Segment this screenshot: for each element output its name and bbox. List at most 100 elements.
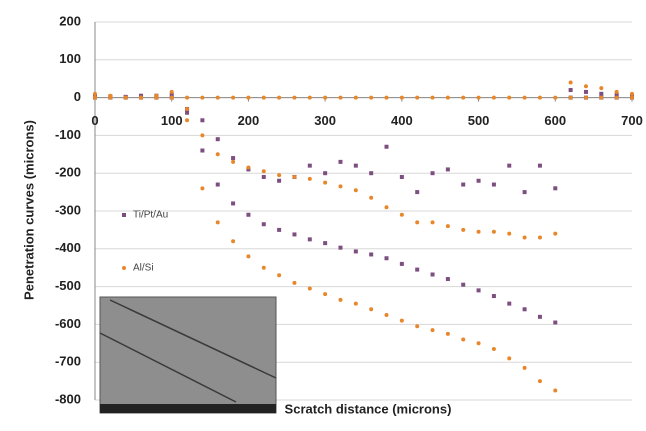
point [169, 95, 174, 100]
point [461, 182, 466, 187]
point [430, 272, 435, 277]
legend-label: Al/Si [133, 263, 154, 274]
point [445, 95, 450, 100]
point [215, 220, 220, 225]
point [277, 178, 282, 183]
point [614, 95, 619, 100]
point [522, 365, 527, 370]
point [507, 301, 512, 306]
point [476, 229, 481, 234]
point [246, 95, 251, 100]
point [261, 169, 266, 174]
point [445, 277, 450, 282]
point [583, 89, 588, 94]
point [568, 80, 573, 85]
point [445, 167, 450, 172]
y-axis-label: Penetration curves (microns) [21, 120, 36, 300]
point [323, 292, 328, 297]
point [630, 91, 634, 96]
y-tick-label: -800 [55, 391, 81, 406]
point [200, 148, 205, 153]
point [200, 133, 205, 138]
point [399, 212, 404, 217]
x-tick-label: 600 [544, 113, 566, 128]
point [261, 222, 266, 227]
y-tick-label: -600 [55, 316, 81, 331]
point [185, 95, 190, 100]
point [292, 280, 297, 285]
point [307, 286, 312, 291]
point [307, 176, 312, 181]
y-tick-label: 0 [74, 89, 81, 104]
point [384, 256, 389, 261]
point [338, 184, 343, 189]
point [384, 95, 389, 100]
point [430, 95, 435, 100]
point [246, 254, 251, 259]
y-tick-label: 100 [59, 51, 81, 66]
point [553, 231, 558, 236]
point [522, 190, 527, 195]
point [430, 220, 435, 225]
point [231, 95, 236, 100]
point [507, 163, 512, 168]
point [169, 92, 174, 97]
x-tick-label: 700 [621, 113, 643, 128]
point [200, 95, 205, 100]
point [338, 159, 343, 164]
y-tick-label: 200 [59, 13, 81, 28]
point [430, 328, 435, 333]
point [369, 95, 374, 100]
point [169, 89, 174, 94]
point [323, 171, 328, 176]
point [445, 224, 450, 229]
point [476, 95, 481, 100]
point [93, 95, 97, 100]
inset-frame [99, 296, 277, 414]
point [415, 220, 420, 225]
point [292, 232, 297, 237]
point [384, 144, 389, 149]
point [338, 245, 343, 250]
point [246, 212, 251, 217]
x-tick-label: 300 [314, 113, 336, 128]
point [154, 95, 159, 100]
point [369, 307, 374, 312]
point [537, 379, 542, 384]
point [185, 118, 190, 123]
point [93, 91, 97, 96]
point [415, 190, 420, 195]
point [292, 174, 297, 179]
point [415, 267, 420, 272]
inset-footer [100, 404, 276, 413]
point [200, 118, 205, 123]
point [476, 341, 481, 346]
point [384, 312, 389, 317]
point [491, 294, 496, 299]
point [185, 106, 190, 111]
point [522, 235, 527, 240]
point [353, 163, 358, 168]
x-tick-label: 400 [391, 113, 413, 128]
inset-scratch [99, 332, 237, 403]
point [399, 95, 404, 100]
y-tick-label: -200 [55, 165, 81, 180]
point [123, 95, 128, 100]
point [139, 95, 144, 100]
x-tick-label: 500 [468, 113, 490, 128]
legend-marker [122, 213, 126, 217]
point [323, 95, 328, 100]
point [583, 84, 588, 89]
point [553, 95, 558, 100]
x-tick-label: 0 [91, 113, 98, 128]
point [369, 252, 374, 257]
point [246, 165, 251, 170]
legend-label: Ti/Pt/Au [133, 210, 168, 221]
point [323, 180, 328, 185]
point [614, 92, 619, 97]
x-tick-label: 100 [161, 113, 183, 128]
point [231, 201, 236, 206]
point [445, 331, 450, 336]
y-tick-label: -700 [55, 354, 81, 369]
